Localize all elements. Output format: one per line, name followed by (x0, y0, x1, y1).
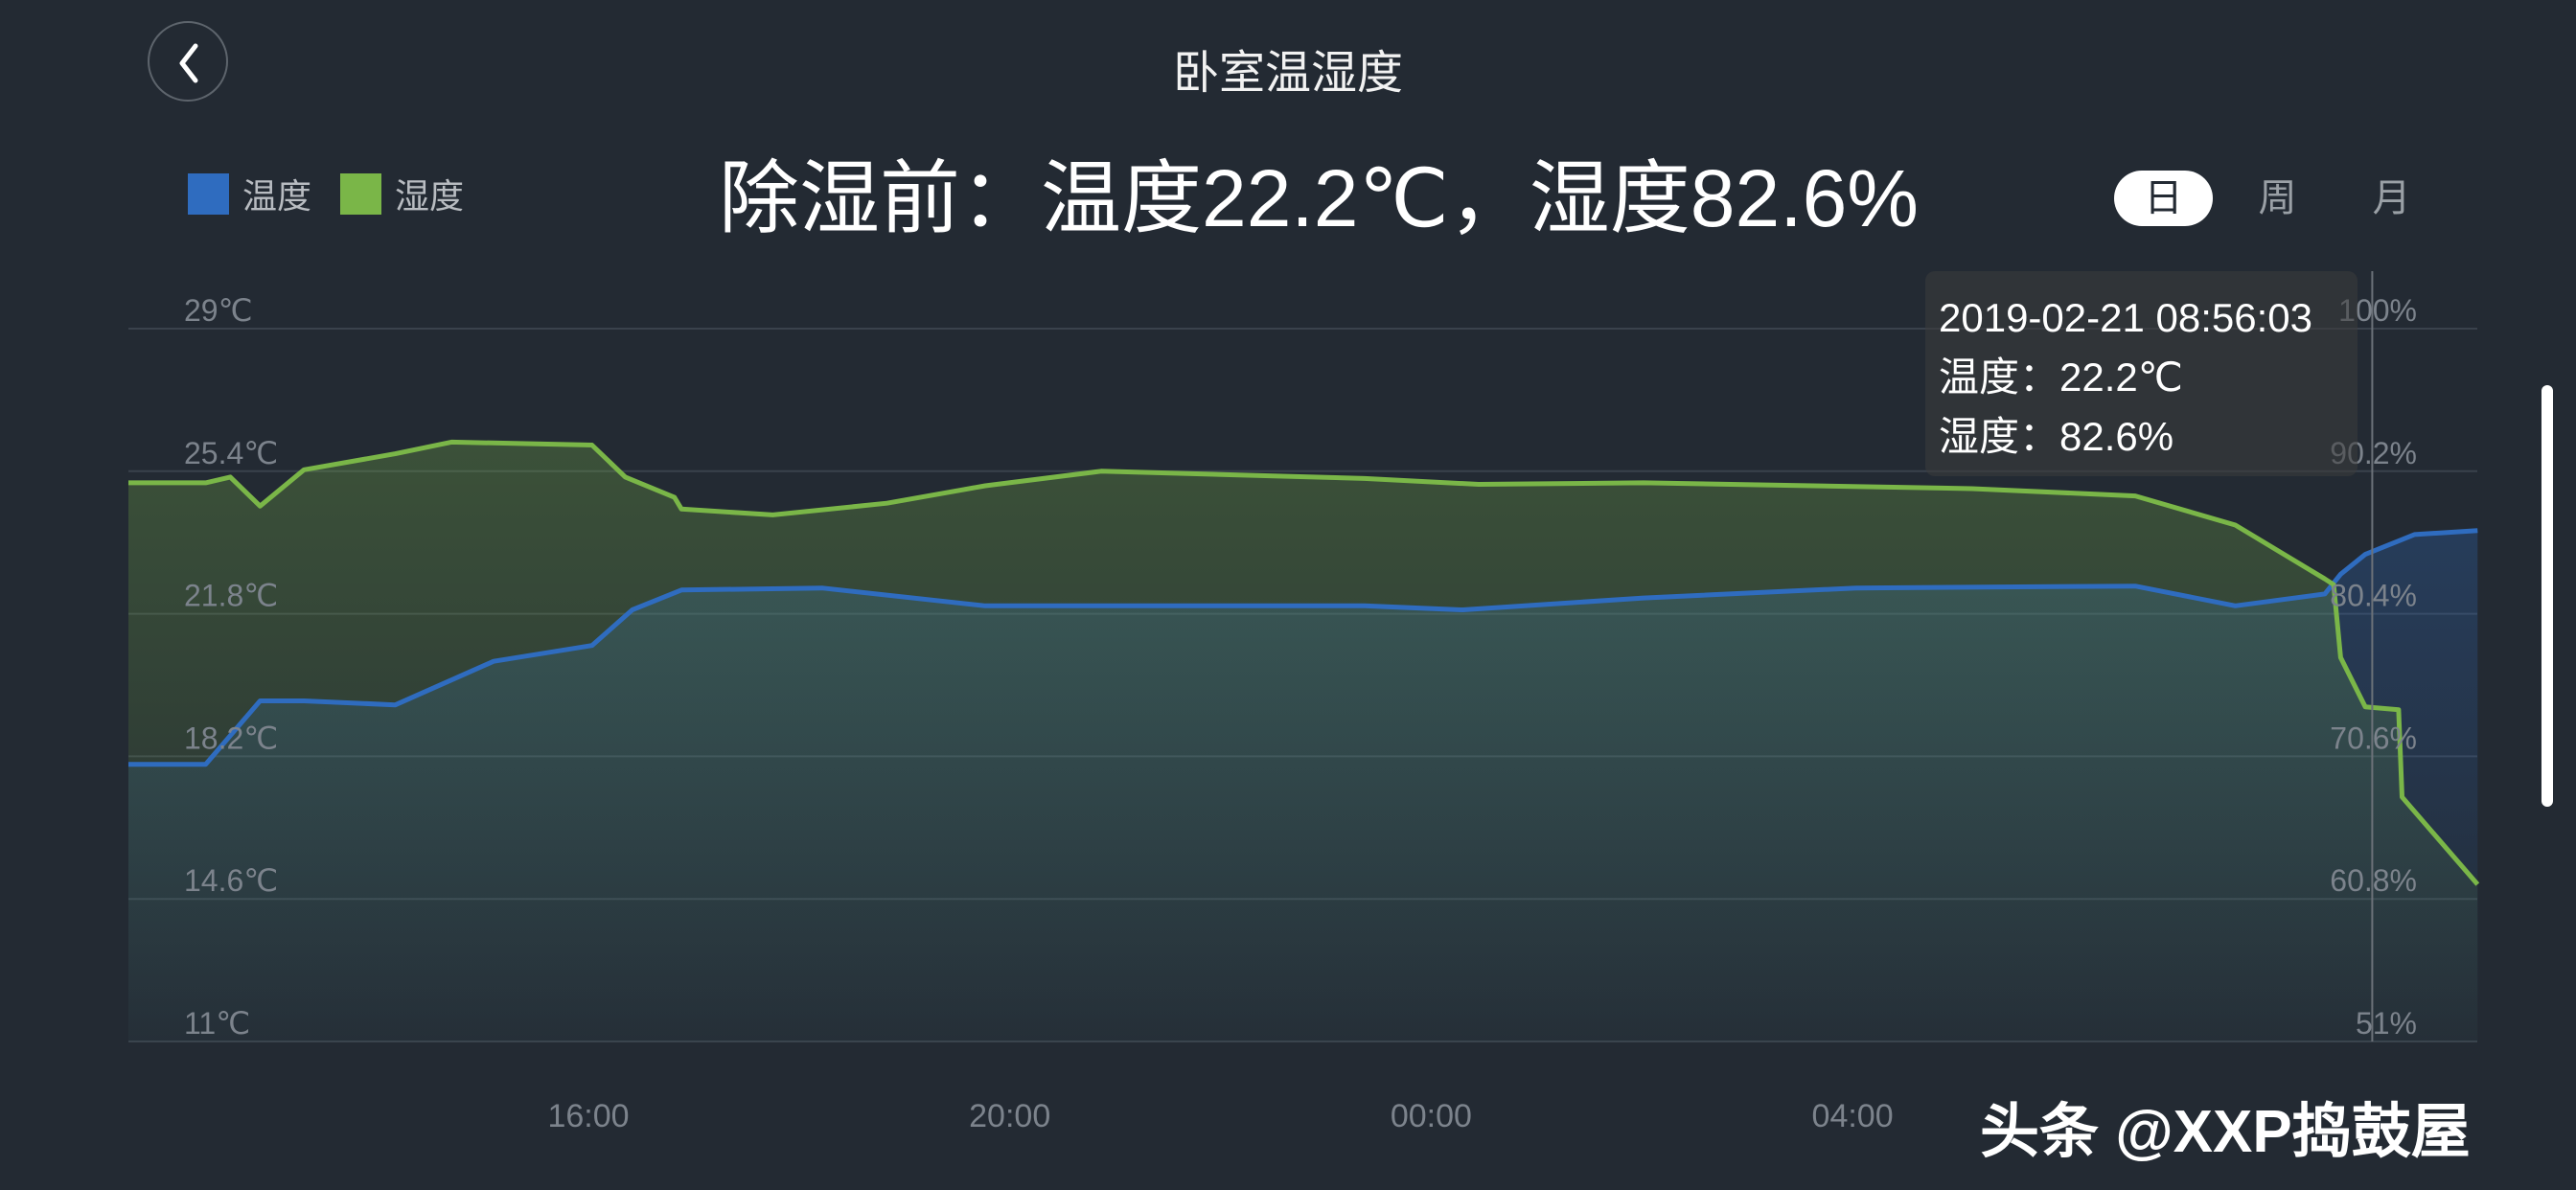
y-left-tick-label: 25.4℃ (184, 436, 278, 470)
tooltip-time: 2019-02-21 08:56:03 (1939, 295, 2312, 340)
back-button[interactable] (148, 21, 228, 102)
y-right-tick-label: 60.8% (2330, 863, 2417, 898)
legend-item-humidity[interactable]: 湿度 (340, 169, 464, 218)
legend-label: 温度 (242, 176, 312, 216)
x-tick-label: 20:00 (969, 1098, 1050, 1134)
humidity-line (128, 439, 2480, 886)
legend-item-temperature[interactable]: 温度 (188, 169, 311, 218)
x-tick-label: 00:00 (1391, 1098, 1472, 1134)
y-left-tick-label: 29℃ (184, 293, 253, 328)
y-right-tick-label: 51% (2356, 1006, 2417, 1041)
y-right-tick-label: 70.6% (2330, 721, 2417, 755)
tab-month[interactable]: 月 (2372, 177, 2411, 219)
x-tick-label: 16:00 (547, 1098, 629, 1134)
y-left-tick-label: 14.6℃ (184, 863, 278, 898)
data-tooltip: 2019-02-21 08:56:03 温度：22.2℃ 湿度：82.6% (1925, 271, 2358, 476)
chevron-left-icon (179, 43, 198, 83)
y-left-tick-label: 11℃ (184, 1006, 250, 1041)
legend-swatch-temperature (188, 172, 229, 215)
scrollbar[interactable] (2542, 385, 2553, 807)
chart-legend: 温度 湿度 (188, 169, 493, 218)
humidity-area (127, 442, 2478, 1041)
y-right-tick-label: 80.4% (2330, 579, 2417, 613)
legend-swatch-humidity (340, 172, 382, 215)
y-left-tick-label: 18.2℃ (184, 721, 278, 755)
y-left-tick-label: 21.8℃ (184, 579, 278, 613)
headline-summary: 除湿前：温度22.2℃，湿度82.6% (718, 153, 1919, 243)
tab-week[interactable]: 周 (2258, 177, 2297, 219)
tooltip-temperature: 温度：22.2℃ (1939, 355, 2183, 400)
legend-label: 湿度 (395, 176, 465, 216)
page-title: 卧室温湿度 (1172, 48, 1403, 99)
tooltip-humidity: 湿度：82.6% (1939, 414, 2174, 459)
tab-day[interactable]: 日 (2114, 171, 2213, 226)
x-tick-label: 04:00 (1812, 1098, 1894, 1134)
period-tabs: 日 周 月 (2114, 171, 2456, 226)
watermark: 头条 @XXP捣鼓屋 (1980, 1099, 2471, 1165)
